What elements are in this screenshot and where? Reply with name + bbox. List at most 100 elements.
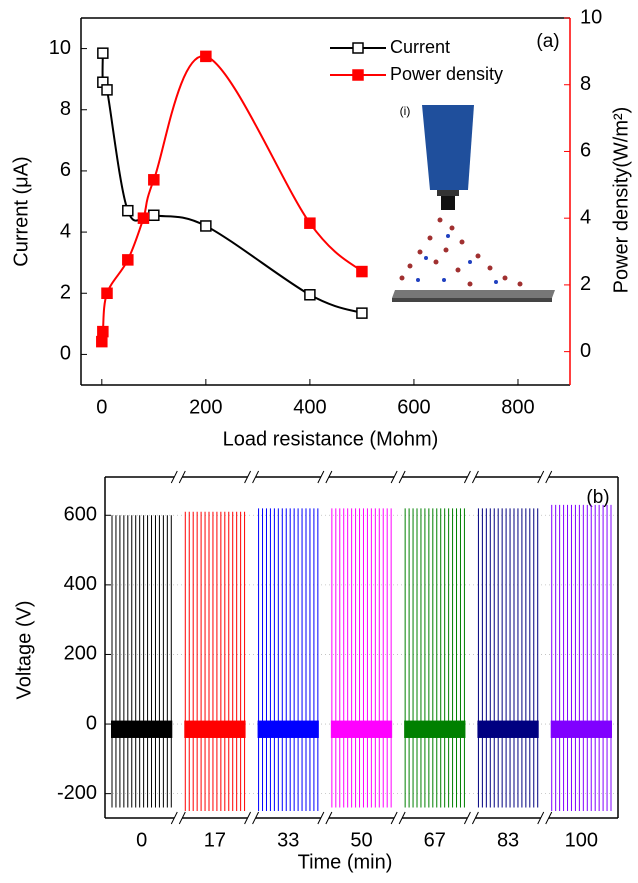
axis-break xyxy=(537,811,545,825)
baseline-band xyxy=(330,720,393,738)
marker xyxy=(200,50,212,63)
axis-break-gap xyxy=(247,815,256,821)
y-tick-label: 10 xyxy=(49,37,71,59)
legend-label: Power density xyxy=(390,64,503,84)
axis-break xyxy=(170,811,178,825)
x-axis-title: Load resistance (Mohm) xyxy=(223,428,439,450)
marker xyxy=(200,220,212,232)
y-tick-label: 200 xyxy=(64,643,97,665)
y2-tick-label: 8 xyxy=(580,73,591,95)
axis-break-gap xyxy=(394,474,403,480)
x-tick-label: 33 xyxy=(277,829,299,851)
y2-tick-label: 2 xyxy=(580,273,591,295)
axis-break xyxy=(390,470,398,484)
axis-break-gap xyxy=(174,474,183,480)
marker xyxy=(356,307,368,319)
axis-break xyxy=(545,811,553,825)
marker xyxy=(122,254,134,266)
marker xyxy=(97,47,109,59)
axis-break xyxy=(537,470,545,484)
axis-break xyxy=(252,470,260,484)
series-line xyxy=(101,53,363,315)
axis-break xyxy=(178,811,186,825)
axis-break xyxy=(463,470,471,484)
axis-break-gap xyxy=(247,474,256,480)
marker xyxy=(96,335,108,348)
x-tick-label: 67 xyxy=(424,829,446,851)
y-tick-label: 0 xyxy=(86,712,97,734)
axis-break xyxy=(170,470,178,484)
inset-illustration xyxy=(392,105,555,302)
marker xyxy=(304,217,316,229)
axis-break-gap xyxy=(540,815,549,821)
marker xyxy=(304,289,316,301)
axis-break xyxy=(471,811,479,825)
baseline-band xyxy=(184,720,246,738)
x-tick-label: 17 xyxy=(204,829,226,851)
y-tick-label: 400 xyxy=(64,573,97,595)
series-line xyxy=(100,55,363,342)
axis-break xyxy=(390,811,398,825)
x-tick-label: 800 xyxy=(501,396,534,418)
y-tick-label: 600 xyxy=(64,504,97,526)
baseline-band xyxy=(477,720,539,738)
x-tick-label: 0 xyxy=(136,829,147,851)
inset-label: (i) xyxy=(400,104,411,118)
axis-break xyxy=(317,470,325,484)
axis-break xyxy=(252,811,260,825)
axis-break-gap xyxy=(467,815,476,821)
panel-label: (a) xyxy=(536,31,559,52)
y-tick-label: 8 xyxy=(60,98,71,120)
x-tick-label: 200 xyxy=(189,396,222,418)
y-tick-label: -200 xyxy=(57,782,97,804)
axis-break xyxy=(398,470,406,484)
marker xyxy=(356,265,368,278)
x-axis-title: Time (min) xyxy=(298,851,393,873)
x-tick-label: 600 xyxy=(397,396,430,418)
marker xyxy=(148,209,160,222)
y-axis-title: Current (μA) xyxy=(10,156,32,266)
y2-tick-label: 4 xyxy=(580,206,591,228)
axis-break xyxy=(178,470,186,484)
axis-break xyxy=(463,811,471,825)
y-tick-label: 0 xyxy=(60,343,71,365)
x-tick-label: 100 xyxy=(565,829,598,851)
axis-break xyxy=(545,470,553,484)
marker xyxy=(97,325,109,338)
x-tick-label: 400 xyxy=(293,396,326,418)
axis-break xyxy=(471,470,479,484)
axis-break xyxy=(244,811,252,825)
axis-break-gap xyxy=(394,815,403,821)
axis-break xyxy=(317,811,325,825)
marker xyxy=(122,204,134,217)
marker xyxy=(101,287,113,299)
legend-marker xyxy=(352,42,364,54)
marker xyxy=(101,84,113,96)
x-tick-label: 50 xyxy=(350,829,372,851)
legend-marker xyxy=(352,69,364,81)
axis-break xyxy=(244,470,252,484)
axis-break xyxy=(398,811,406,825)
panel-label: (b) xyxy=(586,487,609,508)
x-tick-label: 0 xyxy=(96,396,107,418)
axis-break xyxy=(325,470,333,484)
marker xyxy=(148,174,160,186)
axis-break-gap xyxy=(540,474,549,480)
legend-label: Current xyxy=(390,37,450,57)
axis-break-gap xyxy=(174,815,183,821)
axis-break-gap xyxy=(320,474,329,480)
y-axis-title: Voltage (V) xyxy=(13,601,35,700)
x-tick-label: 83 xyxy=(497,829,519,851)
baseline-band xyxy=(257,720,319,738)
y2-axis-title: Power density(W/m²) xyxy=(610,107,632,294)
y2-tick-label: 0 xyxy=(580,340,591,362)
y-tick-label: 6 xyxy=(60,159,71,181)
marker xyxy=(137,212,150,224)
y2-tick-label: 6 xyxy=(580,140,591,162)
y2-tick-label: 10 xyxy=(580,6,602,28)
axis-break-gap xyxy=(467,474,476,480)
y-tick-label: 2 xyxy=(60,282,71,304)
baseline-band xyxy=(550,720,612,738)
baseline-band xyxy=(111,720,173,738)
